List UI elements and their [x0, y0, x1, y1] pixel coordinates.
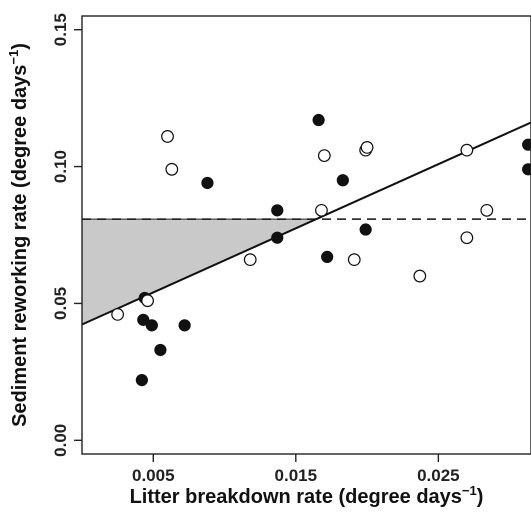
- points-layer: [111, 113, 531, 387]
- data-point-filled: [522, 163, 531, 176]
- data-point-open: [317, 149, 331, 163]
- y-tick-label: 0.00: [51, 424, 70, 457]
- x-axis-label-sup: −1: [462, 483, 477, 498]
- y-axis-label-text: Sediment reworking rate (degree days: [9, 65, 31, 427]
- data-point-filled: [336, 174, 349, 187]
- data-point-filled: [359, 223, 372, 236]
- data-point-open: [480, 203, 494, 217]
- y-axis-label-close: ): [9, 43, 31, 50]
- y-tick-label: 0.05: [51, 287, 70, 320]
- data-point-open: [315, 203, 328, 217]
- data-point-filled: [135, 373, 148, 387]
- data-point-open: [413, 269, 427, 283]
- y-axis-label-sup: −1: [6, 50, 21, 65]
- data-point-filled: [522, 138, 531, 151]
- data-point-filled: [312, 113, 325, 127]
- regression-line: [81, 121, 531, 326]
- data-point-filled: [137, 313, 150, 326]
- x-axis-label: Litter breakdown rate (degree days−1): [130, 483, 484, 508]
- data-point-filled: [145, 319, 158, 332]
- data-point-open: [243, 253, 257, 267]
- y-axis-label: Sediment reworking rate (degree days−1): [6, 43, 31, 427]
- data-point-open: [460, 143, 474, 157]
- plot-frame: [81, 15, 531, 455]
- data-point-filled: [271, 231, 284, 244]
- ticks-layer: 0.005 0.015 0.025 0.00 0.05 0.10 0.15: [51, 13, 460, 485]
- data-point-filled: [178, 319, 191, 332]
- x-tick-label: 0.005: [132, 466, 175, 485]
- data-point-open: [347, 253, 361, 267]
- data-point-filled: [271, 204, 284, 217]
- data-point-open: [165, 162, 179, 176]
- x-axis-label-close: ): [477, 486, 484, 508]
- x-tick-label: 0.015: [275, 466, 318, 485]
- y-tick-label: 0.15: [51, 13, 70, 46]
- y-tick-label: 0.10: [51, 150, 70, 183]
- lines-layer: [81, 121, 531, 326]
- data-point-open: [360, 140, 374, 154]
- data-point-open: [161, 130, 174, 143]
- data-point-filled: [154, 343, 167, 357]
- data-point-filled: [201, 176, 214, 190]
- data-point-open: [460, 231, 474, 245]
- data-point-open: [111, 307, 125, 321]
- data-point-open: [141, 294, 154, 308]
- x-axis-label-text: Litter breakdown rate (degree days: [130, 486, 462, 508]
- x-tick-label: 0.025: [417, 466, 460, 485]
- data-point-filled: [321, 250, 334, 263]
